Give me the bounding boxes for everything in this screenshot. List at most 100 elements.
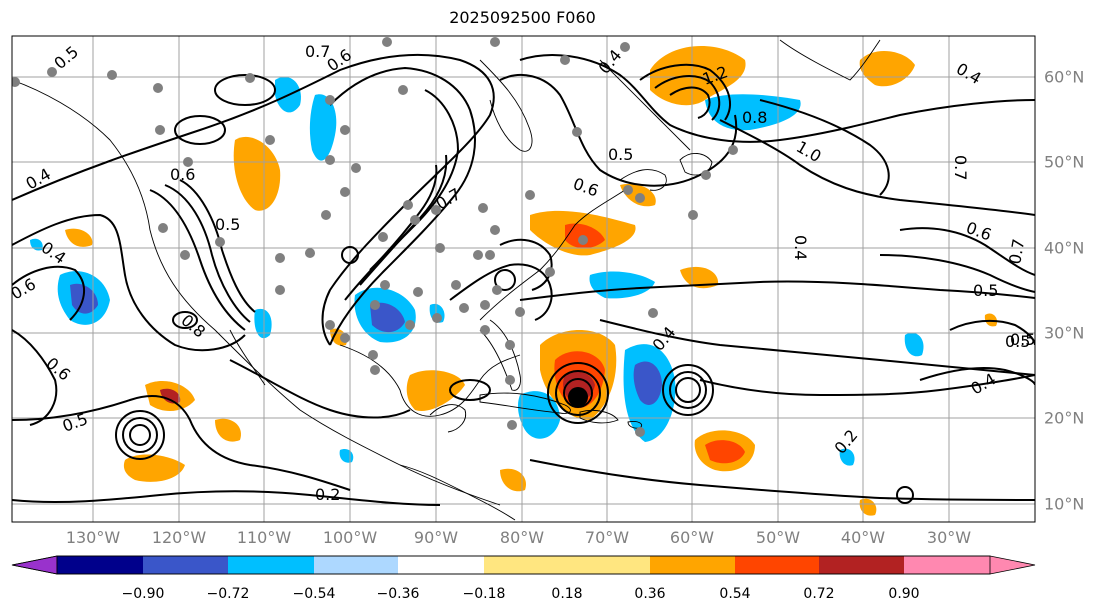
colorbar-tick: 0.18 [551,586,583,602]
lat-label: 50°N [1044,152,1085,172]
contour-line [654,75,721,121]
shade-orange-newfoundland [650,46,746,106]
shade-orange-atlantic-e [680,266,719,289]
shade-blue-labrador [705,94,801,131]
contour-label: 0.7 [1005,237,1028,265]
colorbar-bin [735,556,819,574]
contour-line [499,238,553,291]
contour-lines [12,53,1035,506]
contour-line [329,66,476,346]
coast-yucatan [429,404,467,433]
contour-line [949,319,1035,346]
contour-storm-ring [115,410,165,460]
contour-label: 0.4 [791,235,810,260]
colorbar-tick: −0.90 [121,586,165,602]
contour-line [12,265,85,321]
contour-line [359,154,448,286]
contour-low-ring [449,379,491,401]
colorbar-bin [57,556,143,574]
colorbar-bin [650,556,735,574]
colorbar-bin [228,556,314,574]
contour-low-ring [214,74,276,106]
coast-east-us [479,189,626,321]
lat-label: 30°N [1044,323,1085,343]
contour-line [12,329,58,426]
graticule [12,36,1035,522]
weather-map: 0.5 0.7 0.6 0.4 1.2 0.8 1.0 0.4 0.5 0.6 … [11,35,1036,523]
contour-line [12,213,246,352]
coast-greenland [779,39,881,81]
shade-blue-misc1 [254,308,272,339]
coast-gulf-mexico [339,344,521,417]
contour-line [719,119,1035,216]
contour-storm-ring [675,377,701,403]
contour-storm-ring [669,371,707,409]
lon-label: 100°W [322,528,378,547]
coast-labrador [599,59,691,151]
contour-low-ring [174,115,226,145]
colorbar-bin [484,556,650,574]
contour-line [639,63,731,121]
contour-line [12,395,351,491]
contour-label: 0.5 [973,281,998,300]
contour-line [12,490,441,506]
contour-line [599,319,1035,376]
contour-storm-ring [122,417,158,453]
contour-storm-ring [129,424,151,446]
lat-label: 40°N [1044,238,1085,258]
coast-baja [229,329,266,386]
contour-label: 0.8 [742,108,767,127]
map-title: 2025092500 F060 [449,8,596,27]
shade-orange-plains [233,136,281,211]
shade-blue-atlantic-e [589,271,655,299]
contour-label: 0.7 [951,155,970,180]
coast-hispaniola [579,409,619,424]
colorbar-tick: −0.72 [206,586,250,602]
shade-orange-misc2 [859,498,877,516]
coast-north-america-west [12,79,501,506]
coast-cuba [479,392,571,414]
contour-label: 0.5 [1010,330,1035,349]
shade-red-atlantic-se [705,440,745,464]
contour-label: 0.5 [608,145,633,164]
colorbar-bin [143,556,228,574]
contour-line [759,99,890,196]
shade-orange-pacific-sw [123,454,185,482]
contour-label: 0.7 [305,42,330,61]
colorbar [11,555,1036,575]
lon-label: 90°W [413,528,459,547]
contour-storm-ring [662,364,714,416]
colorbar-tick: −0.54 [292,586,336,602]
colorbar-tick: 0.90 [888,586,920,602]
shade-blue-misc3 [839,448,855,466]
colorbar-tick: 0.72 [803,586,835,602]
contour-low-ring [172,311,198,329]
contour-label: 0.5 [1005,332,1030,351]
contour-storm-ring [555,370,601,416]
contour-line [369,164,438,271]
lon-label: 40°W [840,528,886,547]
contour-low-ring [494,269,516,291]
shade-red-pacific [160,388,181,404]
map-frame [11,35,1036,523]
shade-blue-canada2 [309,94,337,161]
contour-label: 0.6 [170,165,195,184]
contour-line [519,280,1035,301]
coast-central-america [399,464,516,521]
contour-line [12,53,495,346]
coast-newfoundland [679,153,713,176]
lat-label: 20°N [1044,408,1085,428]
colorbar-tick: −0.36 [376,586,420,602]
lon-label: 70°W [584,528,630,547]
contour-line [164,184,251,323]
contour-label: 0.5 [215,215,240,234]
colorbar-extend-high [904,556,1035,574]
contour-label: 0.2 [315,485,340,504]
lon-label: 60°W [669,528,715,547]
contour-line [229,359,411,419]
contour-line [879,254,1035,293]
shade-orange-central-am [500,468,526,492]
contour-line [669,86,711,119]
lon-label: 80°W [499,528,545,547]
contour-line [499,74,738,187]
